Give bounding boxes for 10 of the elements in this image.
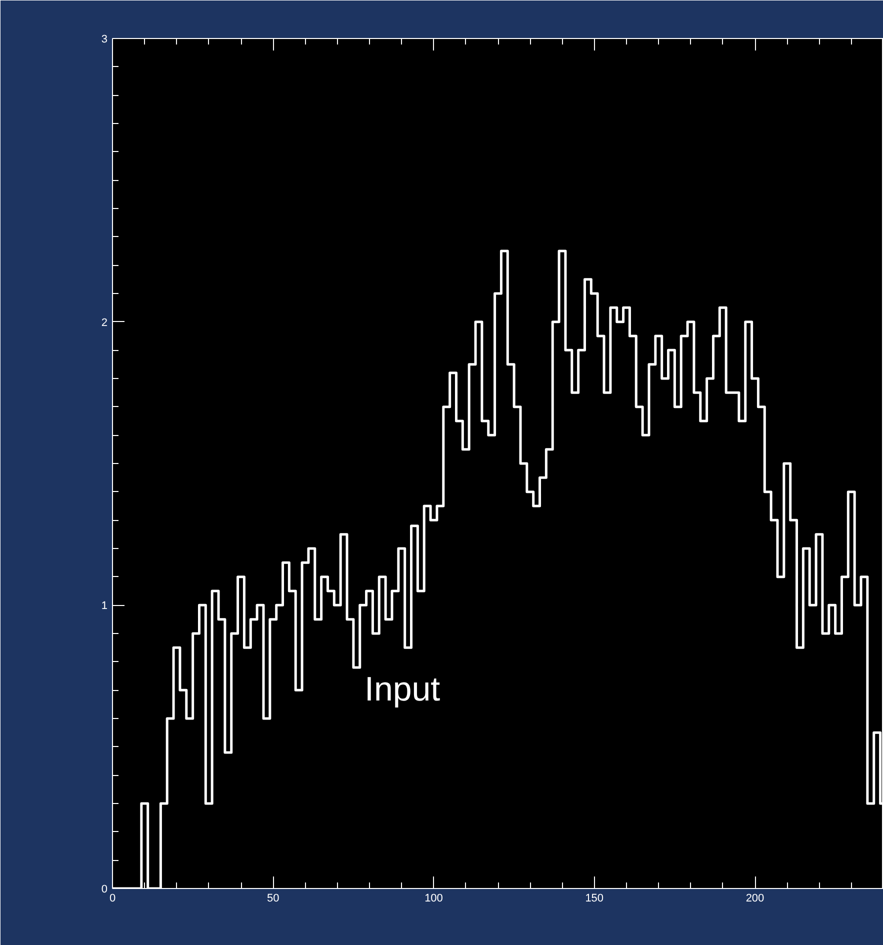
y-tick-label: 2	[101, 316, 108, 329]
y-tick-label: 3	[101, 34, 108, 46]
x-tick-label: 150	[585, 892, 604, 904]
y-tick-label: 1	[101, 600, 108, 612]
x-tick-label: 100	[424, 892, 443, 904]
y-tick-label: 0	[101, 884, 108, 896]
x-tick-label: 0	[109, 892, 116, 904]
x-tick-label: 200	[746, 892, 764, 904]
x-tick-label: 50	[267, 892, 280, 904]
annotation: Input	[364, 670, 441, 708]
